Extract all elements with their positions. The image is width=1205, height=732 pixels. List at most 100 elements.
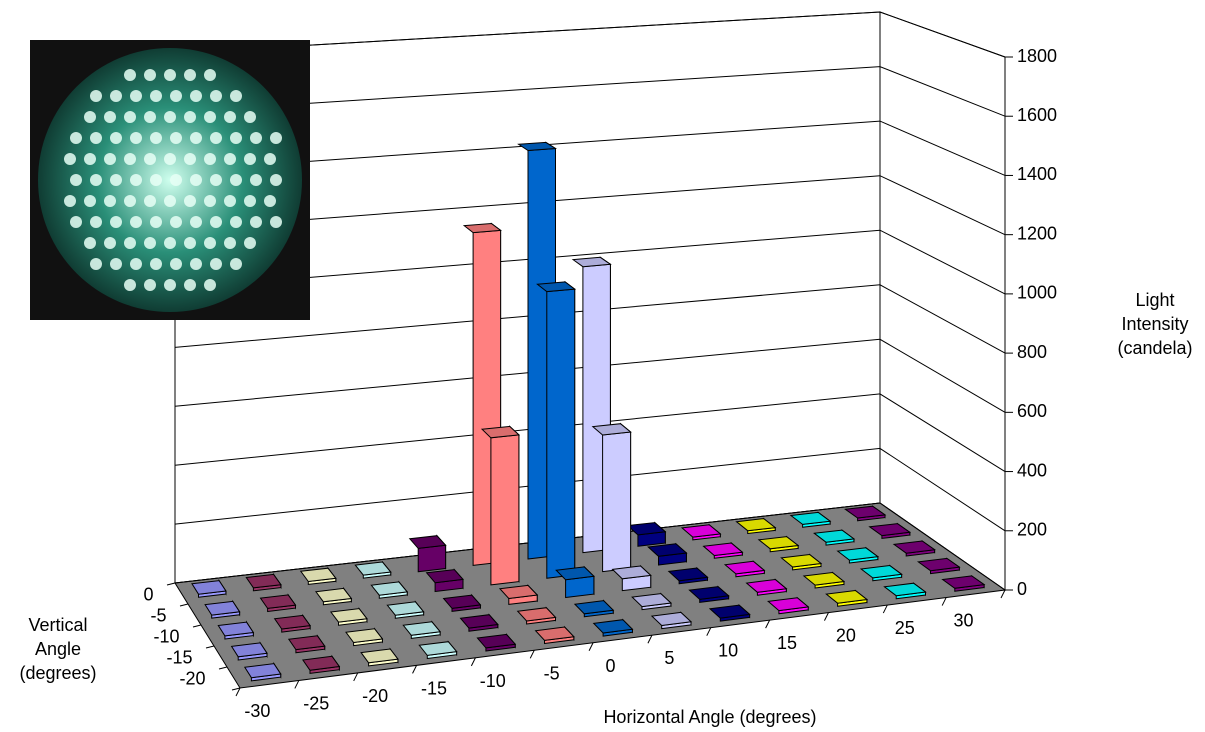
bar-top xyxy=(287,635,326,651)
x-tick xyxy=(588,642,594,651)
bar-top xyxy=(723,560,766,575)
led xyxy=(190,174,202,186)
bar-top xyxy=(370,581,409,596)
led xyxy=(270,174,282,186)
led xyxy=(90,174,102,186)
bar-top xyxy=(825,589,869,604)
z-tick-label: 1800 xyxy=(1017,46,1057,66)
bar-top xyxy=(360,648,399,664)
y-tick-label: -5 xyxy=(150,605,166,625)
x-tick xyxy=(353,672,359,682)
led xyxy=(190,216,202,228)
led xyxy=(184,153,196,165)
led xyxy=(210,132,222,144)
bar-top xyxy=(555,566,595,581)
led xyxy=(70,174,82,186)
led xyxy=(224,237,236,249)
lamp-photo xyxy=(30,40,310,320)
led xyxy=(144,111,156,123)
led xyxy=(124,195,136,207)
bar-top xyxy=(314,587,353,603)
led xyxy=(130,258,142,270)
y-tick xyxy=(166,582,176,586)
bar-top xyxy=(259,594,297,609)
led xyxy=(170,216,182,228)
led xyxy=(250,174,262,186)
x-tick-label: 0 xyxy=(605,656,615,676)
bar-top xyxy=(844,505,887,519)
led xyxy=(124,153,136,165)
bar-top xyxy=(745,578,788,593)
led xyxy=(110,258,122,270)
x-tick xyxy=(824,612,829,621)
led xyxy=(164,111,176,123)
y-tick xyxy=(205,645,215,649)
led xyxy=(244,195,256,207)
led xyxy=(204,153,216,165)
bar-top xyxy=(459,614,499,629)
led xyxy=(204,195,216,207)
bar-top xyxy=(245,573,282,589)
bar-top xyxy=(667,567,709,582)
led xyxy=(90,258,102,270)
bar-top xyxy=(708,604,751,619)
led xyxy=(190,90,202,102)
bar-top xyxy=(836,547,880,561)
led xyxy=(210,216,222,228)
led xyxy=(224,153,236,165)
x-tick-label: -30 xyxy=(244,701,270,721)
bar-top xyxy=(571,256,612,268)
led xyxy=(164,69,176,81)
z-tick-label: 0 xyxy=(1017,579,1027,599)
led xyxy=(204,237,216,249)
x-tick xyxy=(647,635,653,644)
led xyxy=(104,111,116,123)
x-tick xyxy=(470,657,476,667)
led xyxy=(170,258,182,270)
bar-top xyxy=(243,663,282,679)
grid-line xyxy=(174,447,1006,532)
grid-line xyxy=(174,284,1006,354)
side-wall xyxy=(879,11,1006,591)
x-tick xyxy=(412,665,417,674)
led xyxy=(184,111,196,123)
y-tick xyxy=(231,687,241,691)
led xyxy=(244,153,256,165)
bar-top xyxy=(941,575,986,589)
led xyxy=(124,279,136,291)
bar-top xyxy=(230,642,268,658)
led xyxy=(250,132,262,144)
bar-top xyxy=(516,607,557,622)
led xyxy=(150,216,162,228)
bar-front xyxy=(602,431,632,573)
grid-line xyxy=(174,120,1006,176)
led xyxy=(104,237,116,249)
led xyxy=(84,237,96,249)
y-tick-label: -15 xyxy=(166,647,192,667)
z-tick-label: 600 xyxy=(1017,401,1047,421)
bar-top xyxy=(408,535,447,549)
z-tick-label: 1600 xyxy=(1017,105,1057,125)
led xyxy=(270,132,282,144)
led xyxy=(210,258,222,270)
bar-top xyxy=(329,608,368,623)
z-tick-label: 400 xyxy=(1017,460,1047,480)
bar-top xyxy=(573,600,615,615)
led xyxy=(230,258,242,270)
led xyxy=(124,111,136,123)
led xyxy=(164,195,176,207)
led xyxy=(190,258,202,270)
grid-line xyxy=(174,66,1006,117)
bar-top xyxy=(859,564,903,579)
led xyxy=(110,90,122,102)
x-tick-label: 30 xyxy=(954,611,974,631)
led xyxy=(230,90,242,102)
led xyxy=(170,90,182,102)
bar-top xyxy=(802,571,846,586)
led xyxy=(190,132,202,144)
led xyxy=(244,237,256,249)
led xyxy=(70,216,82,228)
grid-line xyxy=(174,502,1006,591)
led xyxy=(250,216,262,228)
